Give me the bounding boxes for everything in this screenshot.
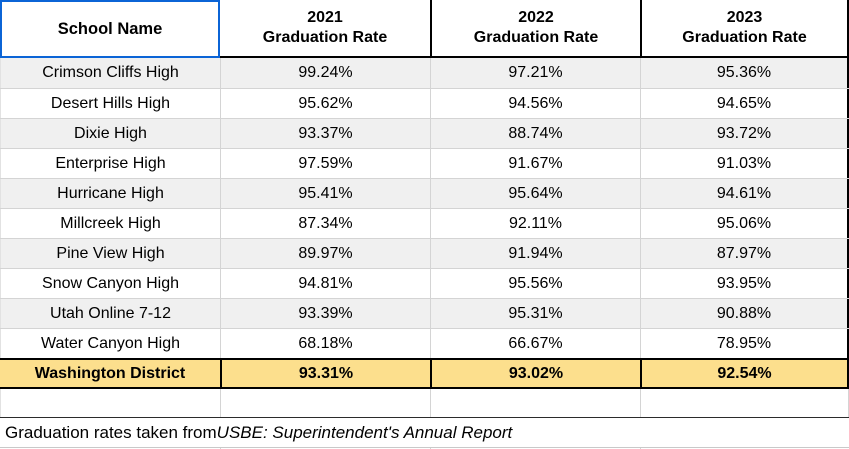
- empty-cell[interactable]: [640, 389, 849, 417]
- header-cell-school-name[interactable]: School Name: [0, 0, 220, 58]
- header-2023-year: 2023: [726, 9, 763, 27]
- rate-2021-cell[interactable]: 94.81%: [220, 269, 430, 298]
- header-2022-year: 2022: [518, 9, 554, 27]
- rate-2021-cell[interactable]: 68.18%: [220, 329, 430, 358]
- rate-2023-cell[interactable]: 78.95%: [640, 329, 849, 358]
- header-2022-label: Graduation Rate: [473, 29, 599, 46]
- rate-2022-cell[interactable]: 95.31%: [430, 299, 640, 328]
- rate-2022-cell[interactable]: 88.74%: [430, 119, 640, 148]
- rate-2021-cell[interactable]: 99.24%: [220, 58, 430, 88]
- district-rate-2023-cell[interactable]: 92.54%: [640, 360, 849, 387]
- school-name-cell[interactable]: Utah Online 7-12: [0, 299, 220, 328]
- source-note-row[interactable]: Graduation rates taken from USBE: Superi…: [0, 417, 849, 447]
- rate-2023-cell[interactable]: 95.36%: [640, 58, 849, 88]
- rate-2023-cell[interactable]: 94.65%: [640, 89, 849, 118]
- empty-cell[interactable]: [430, 389, 640, 417]
- header-2021-year: 2021: [307, 9, 343, 27]
- rate-2021-cell[interactable]: 95.62%: [220, 89, 430, 118]
- rate-2021-cell[interactable]: 87.34%: [220, 209, 430, 238]
- school-name-cell[interactable]: Enterprise High: [0, 149, 220, 178]
- district-rate-2021-cell[interactable]: 93.31%: [220, 360, 430, 387]
- school-name-cell[interactable]: Desert Hills High: [0, 89, 220, 118]
- school-name-cell[interactable]: Water Canyon High: [0, 329, 220, 358]
- table-header-row: School Name 2021 Graduation Rate 2022 Gr…: [0, 0, 849, 58]
- rate-2023-cell[interactable]: 90.88%: [640, 299, 849, 328]
- source-note-citation: USBE: Superintendent's Annual Report: [216, 422, 513, 442]
- rate-2021-cell[interactable]: 97.59%: [220, 149, 430, 178]
- header-2021-label: Graduation Rate: [262, 29, 388, 46]
- school-name-cell[interactable]: Snow Canyon High: [0, 269, 220, 298]
- rate-2023-cell[interactable]: 87.97%: [640, 239, 849, 268]
- rate-2022-cell[interactable]: 91.94%: [430, 239, 640, 268]
- rate-2023-cell[interactable]: 95.06%: [640, 209, 849, 238]
- rate-2022-cell[interactable]: 92.11%: [430, 209, 640, 238]
- rate-2022-cell[interactable]: 66.67%: [430, 329, 640, 358]
- school-name-cell[interactable]: Millcreek High: [0, 209, 220, 238]
- empty-cell[interactable]: [220, 389, 430, 417]
- table-row: Hurricane High 95.41% 95.64% 94.61%: [0, 178, 849, 208]
- school-name-cell[interactable]: Pine View High: [0, 239, 220, 268]
- table-row: Millcreek High 87.34% 92.11% 95.06%: [0, 208, 849, 238]
- rate-2022-cell[interactable]: 95.64%: [430, 179, 640, 208]
- source-note-prefix: Graduation rates taken from: [5, 422, 217, 442]
- district-name-cell[interactable]: Washington District: [34, 364, 186, 382]
- rate-2023-cell[interactable]: 93.72%: [640, 119, 849, 148]
- header-school-label: School Name: [57, 19, 163, 38]
- empty-spacer-row: [0, 389, 849, 417]
- rate-2023-cell[interactable]: 93.95%: [640, 269, 849, 298]
- table-row: Enterprise High 97.59% 91.67% 91.03%: [0, 148, 849, 178]
- rate-2021-cell[interactable]: 93.37%: [220, 119, 430, 148]
- header-cell-2023[interactable]: 2023 Graduation Rate: [640, 0, 849, 58]
- rate-2022-cell[interactable]: 97.21%: [430, 58, 640, 88]
- header-cell-2022[interactable]: 2022 Graduation Rate: [430, 0, 640, 58]
- rate-2021-cell[interactable]: 95.41%: [220, 179, 430, 208]
- table-row: Utah Online 7-12 93.39% 95.31% 90.88%: [0, 298, 849, 328]
- table-row: Dixie High 93.37% 88.74% 93.72%: [0, 118, 849, 148]
- district-summary-row: Washington District 93.31% 93.02% 92.54%: [0, 358, 849, 389]
- rate-2023-cell[interactable]: 94.61%: [640, 179, 849, 208]
- empty-cell[interactable]: [0, 389, 220, 417]
- rate-2022-cell[interactable]: 94.56%: [430, 89, 640, 118]
- school-name-cell[interactable]: Dixie High: [0, 119, 220, 148]
- district-rate-2022-cell[interactable]: 93.02%: [430, 360, 640, 387]
- header-cell-2021[interactable]: 2021 Graduation Rate: [220, 0, 430, 58]
- table-row: Pine View High 89.97% 91.94% 87.97%: [0, 238, 849, 268]
- rate-2023-cell[interactable]: 91.03%: [640, 149, 849, 178]
- rate-2021-cell[interactable]: 89.97%: [220, 239, 430, 268]
- table-row: Crimson Cliffs High 99.24% 97.21% 95.36%: [0, 58, 849, 88]
- rate-2022-cell[interactable]: 95.56%: [430, 269, 640, 298]
- school-name-cell[interactable]: Hurricane High: [0, 179, 220, 208]
- header-2023-label: Graduation Rate: [682, 29, 807, 46]
- table-row: Desert Hills High 95.62% 94.56% 94.65%: [0, 88, 849, 118]
- school-name-cell[interactable]: Crimson Cliffs High: [0, 58, 220, 88]
- table-body: Crimson Cliffs High 99.24% 97.21% 95.36%…: [0, 58, 849, 358]
- rate-2021-cell[interactable]: 93.39%: [220, 299, 430, 328]
- table-row: Water Canyon High 68.18% 66.67% 78.95%: [0, 328, 849, 358]
- rate-2022-cell[interactable]: 91.67%: [430, 149, 640, 178]
- table-row: Snow Canyon High 94.81% 95.56% 93.95%: [0, 268, 849, 298]
